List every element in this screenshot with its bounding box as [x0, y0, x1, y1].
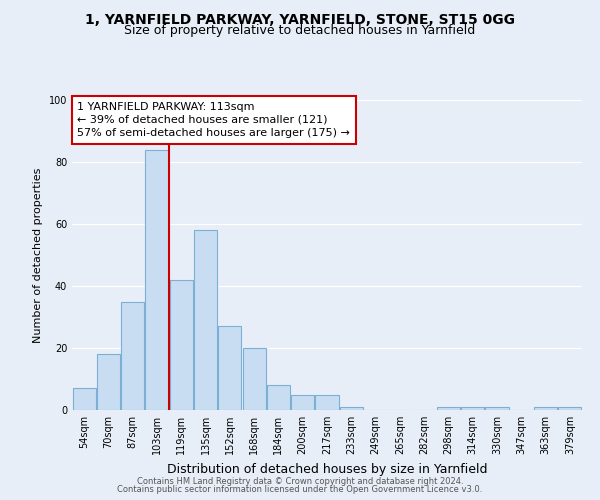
Text: Contains HM Land Registry data © Crown copyright and database right 2024.: Contains HM Land Registry data © Crown c… [137, 477, 463, 486]
Bar [97, 354, 120, 410]
Text: 1 YARNFIELD PARKWAY: 113sqm
← 39% of detached houses are smaller (121)
57% of se: 1 YARNFIELD PARKWAY: 113sqm ← 39% of det… [77, 102, 350, 138]
Text: 1, YARNFIELD PARKWAY, YARNFIELD, STONE, ST15 0GG: 1, YARNFIELD PARKWAY, YARNFIELD, STONE, … [85, 12, 515, 26]
Bar [218, 326, 241, 410]
Bar [194, 230, 217, 410]
Bar [461, 407, 484, 410]
Bar [242, 348, 266, 410]
Text: Size of property relative to detached houses in Yarnfield: Size of property relative to detached ho… [124, 24, 476, 37]
Bar [437, 407, 460, 410]
Bar [121, 302, 144, 410]
Y-axis label: Number of detached properties: Number of detached properties [33, 168, 43, 342]
Bar [267, 385, 290, 410]
Bar [485, 407, 509, 410]
Bar [340, 407, 363, 410]
Bar [559, 407, 581, 410]
Text: Contains public sector information licensed under the Open Government Licence v3: Contains public sector information licen… [118, 485, 482, 494]
Bar [291, 394, 314, 410]
Bar [534, 407, 557, 410]
Bar [145, 150, 169, 410]
Bar [170, 280, 193, 410]
Bar [316, 394, 338, 410]
Bar [73, 388, 95, 410]
X-axis label: Distribution of detached houses by size in Yarnfield: Distribution of detached houses by size … [167, 462, 487, 475]
